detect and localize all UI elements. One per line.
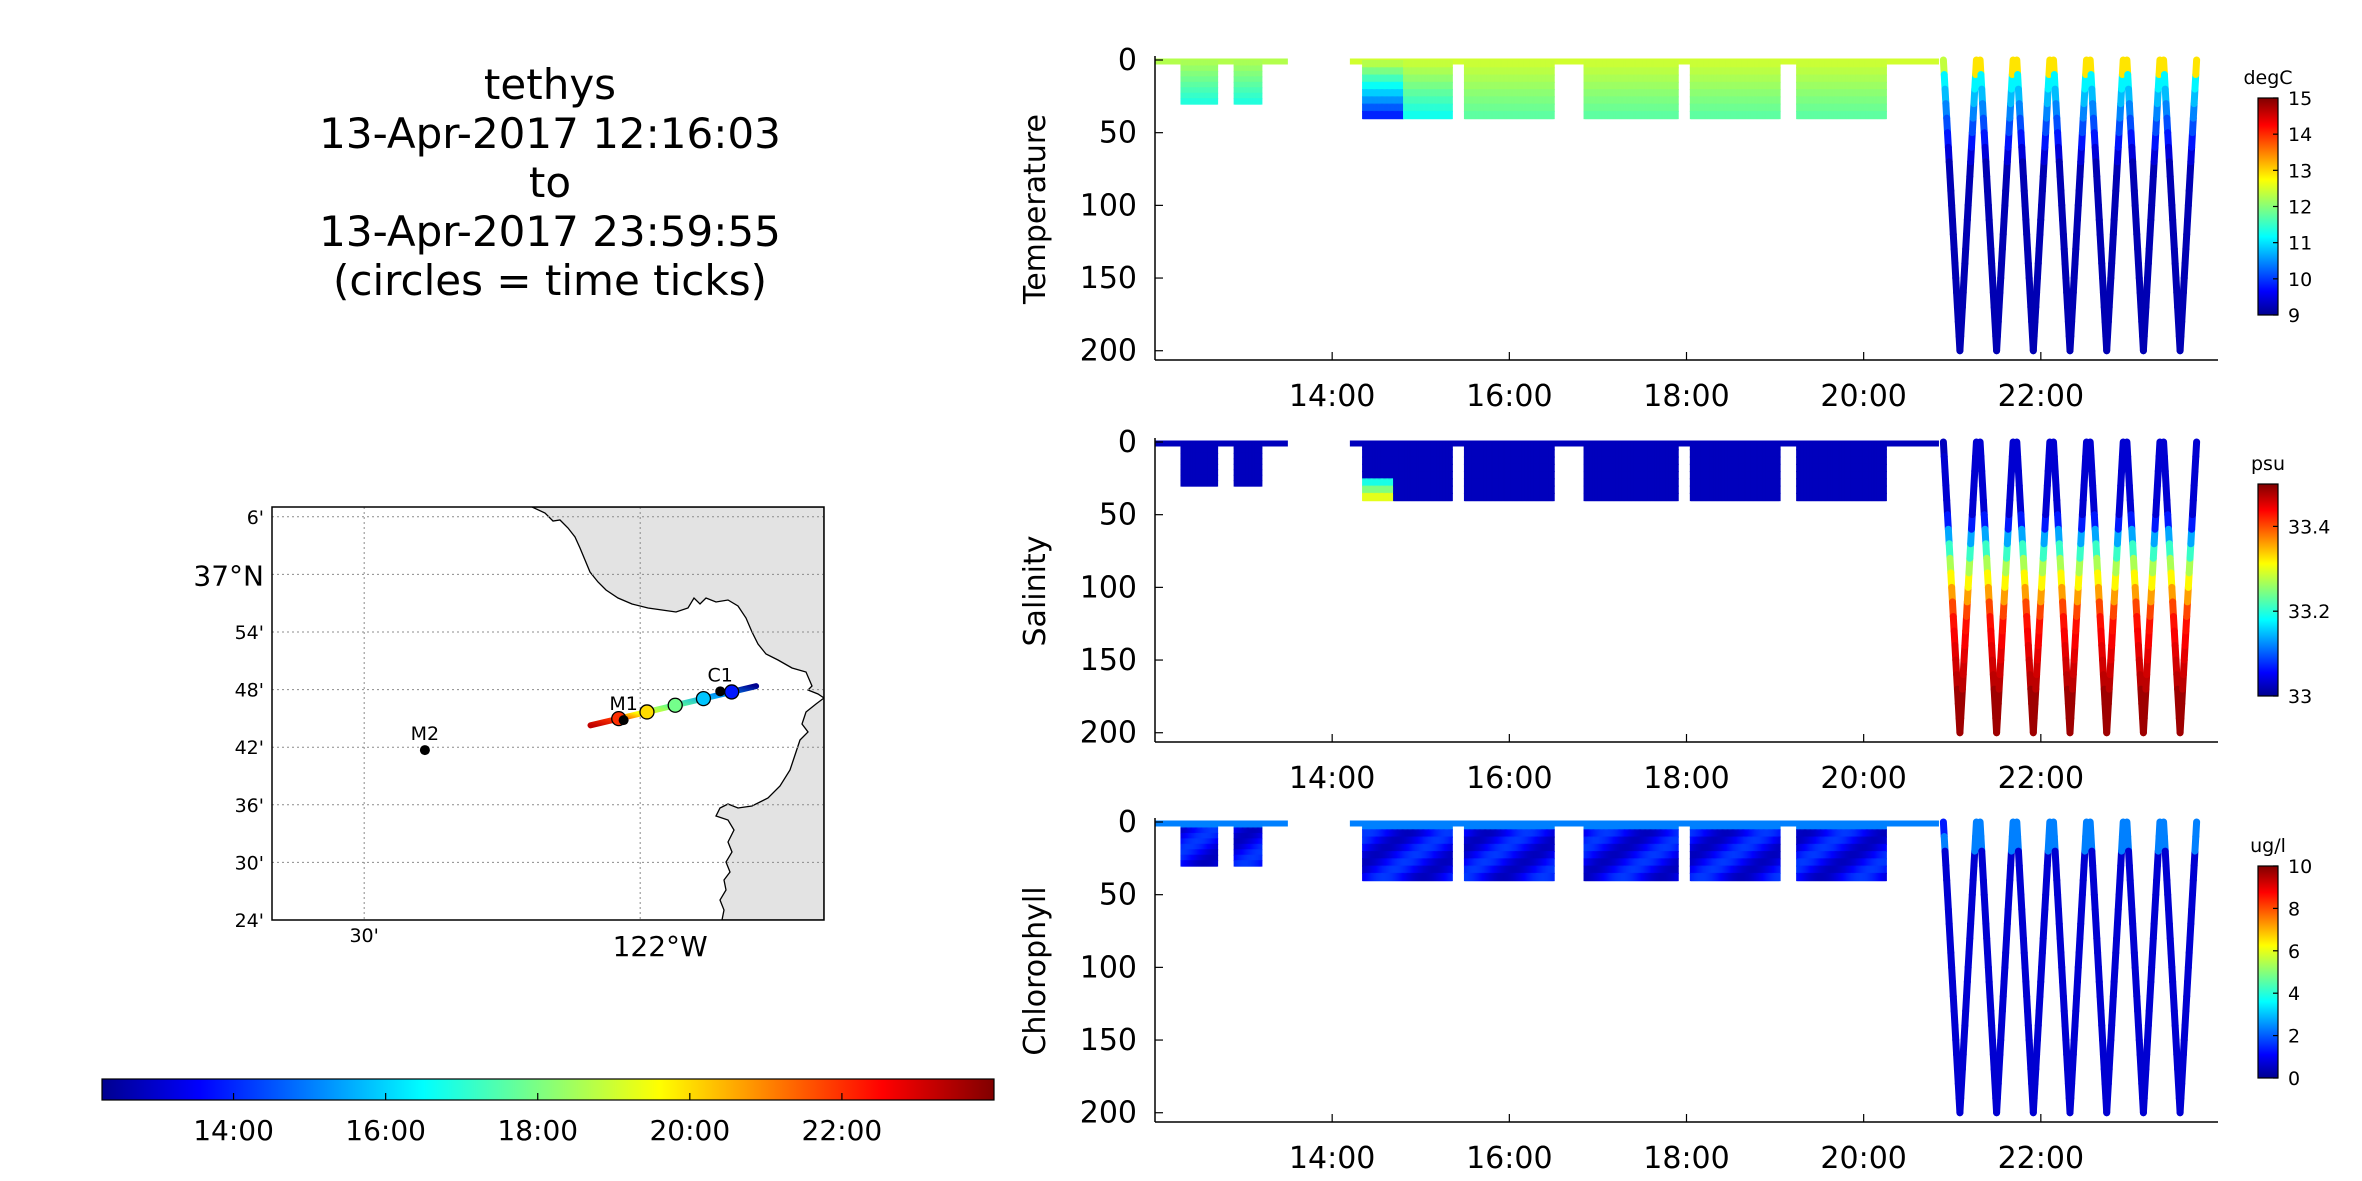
time-tick-circle: [695, 690, 712, 707]
deep-profile-segment: [2082, 56, 2091, 79]
station-marker: [419, 745, 430, 756]
y-tick-label: 50: [1099, 116, 1137, 151]
time-tick-circle: [639, 704, 655, 720]
time-colorbar-tick-label: 16:00: [345, 1114, 426, 1147]
time-colorbar-tick-label: 18:00: [497, 1114, 578, 1147]
station-label: M1: [609, 693, 637, 715]
figure-title: tethys 13-Apr-2017 12:16:03 to 13-Apr-20…: [250, 60, 850, 305]
time-tick-circles: [611, 684, 740, 727]
x-tick-label: 14:00: [1289, 379, 1375, 414]
time-tick-circle: [667, 697, 683, 713]
title-line-vehicle: tethys: [483, 60, 617, 109]
temperature-section: 0 50 100 150 200 14:00 16:00 18:00 20:00 22:00 Tem…: [1018, 43, 2312, 414]
colorbar-tick-label: 15: [2288, 88, 2312, 110]
y-tick-label: 0: [1118, 43, 1137, 78]
map-lat-tick-label: 6': [247, 507, 264, 529]
colorbar-tick-label: 11: [2288, 233, 2312, 255]
deep-profile-segment: [2192, 56, 2201, 79]
map-lat-tick-label: 36': [235, 795, 264, 817]
section-data: [1155, 56, 2201, 355]
time-tick-circle: [724, 684, 740, 700]
mooring-stations: M2 M1 C1: [411, 664, 733, 756]
title-line-end: 13-Apr-2017 23:59:55: [319, 207, 781, 256]
deep-profile-segment: [2008, 56, 2017, 79]
colorbar-tick-label: 9: [2288, 305, 2300, 327]
station-marker: [618, 715, 629, 726]
map-tick-labels: 6' 37°N 54' 48' 42' 36' 30' 24' 30' 122°W: [193, 507, 707, 963]
map-lat-tick-label: 37°N: [193, 559, 264, 592]
title-line-start: 13-Apr-2017 12:16:03: [319, 109, 781, 158]
title-line-to: to: [528, 158, 572, 207]
section-panels: 0 50 100 150 200 14:00 16:00 18:00 20:00 22:00 Tem…: [1018, 43, 2330, 1176]
colorbar-tick-label: 10: [2288, 269, 2312, 291]
x-tick-label: 22:00: [1998, 379, 2084, 414]
y-tick-label: 150: [1080, 261, 1137, 296]
x-tick-label: 18:00: [1643, 379, 1729, 414]
time-colorbar-tick-label: 14:00: [193, 1114, 274, 1147]
station-label: C1: [708, 664, 733, 686]
colorbar-unit: degC: [2243, 67, 2292, 89]
time-colorbar-tick-label: 20:00: [649, 1114, 730, 1147]
title-line-note: (circles = time ticks): [333, 256, 767, 305]
time-colorbar-tick-label: 22:00: [802, 1114, 883, 1147]
map-lon-tick-label: 30': [349, 925, 378, 947]
y-tick-label: 100: [1080, 188, 1137, 223]
x-tick-label: 20:00: [1820, 379, 1906, 414]
land-area: [531, 507, 824, 920]
deep-profile-segment: [2155, 56, 2164, 79]
x-tick-label: 16:00: [1466, 379, 1552, 414]
deep-profile-segment: [2045, 56, 2054, 79]
map-lat-tick-label: 48': [235, 680, 264, 702]
deep-profile-segment: [1972, 56, 1980, 79]
y-tick-label: 200: [1080, 334, 1137, 369]
y-axis-label: Temperature: [1018, 114, 1053, 305]
colorbar-tick-label: 13: [2288, 160, 2312, 182]
colorbar-tick-label: 12: [2288, 197, 2312, 219]
track-map: 6' 37°N 54' 48' 42' 36' 30' 24' 30' 122°W M2 M1 C1: [193, 506, 825, 963]
map-lon-tick-label: 122°W: [613, 930, 708, 963]
deep-profile-segment: [2118, 56, 2127, 79]
station-label: M2: [411, 723, 439, 745]
colorbar-tick-label: 14: [2288, 124, 2312, 146]
map-lat-tick-label: 30': [235, 852, 264, 874]
time-colorbar: 14:00 16:00 18:00 20:00 22:00: [101, 1078, 995, 1147]
map-lat-tick-label: 54': [235, 622, 264, 644]
map-lat-tick-label: 24': [235, 910, 264, 932]
section-data: [1155, 438, 2201, 737]
station-marker: [715, 686, 726, 697]
map-lat-tick-label: 42': [235, 737, 264, 759]
